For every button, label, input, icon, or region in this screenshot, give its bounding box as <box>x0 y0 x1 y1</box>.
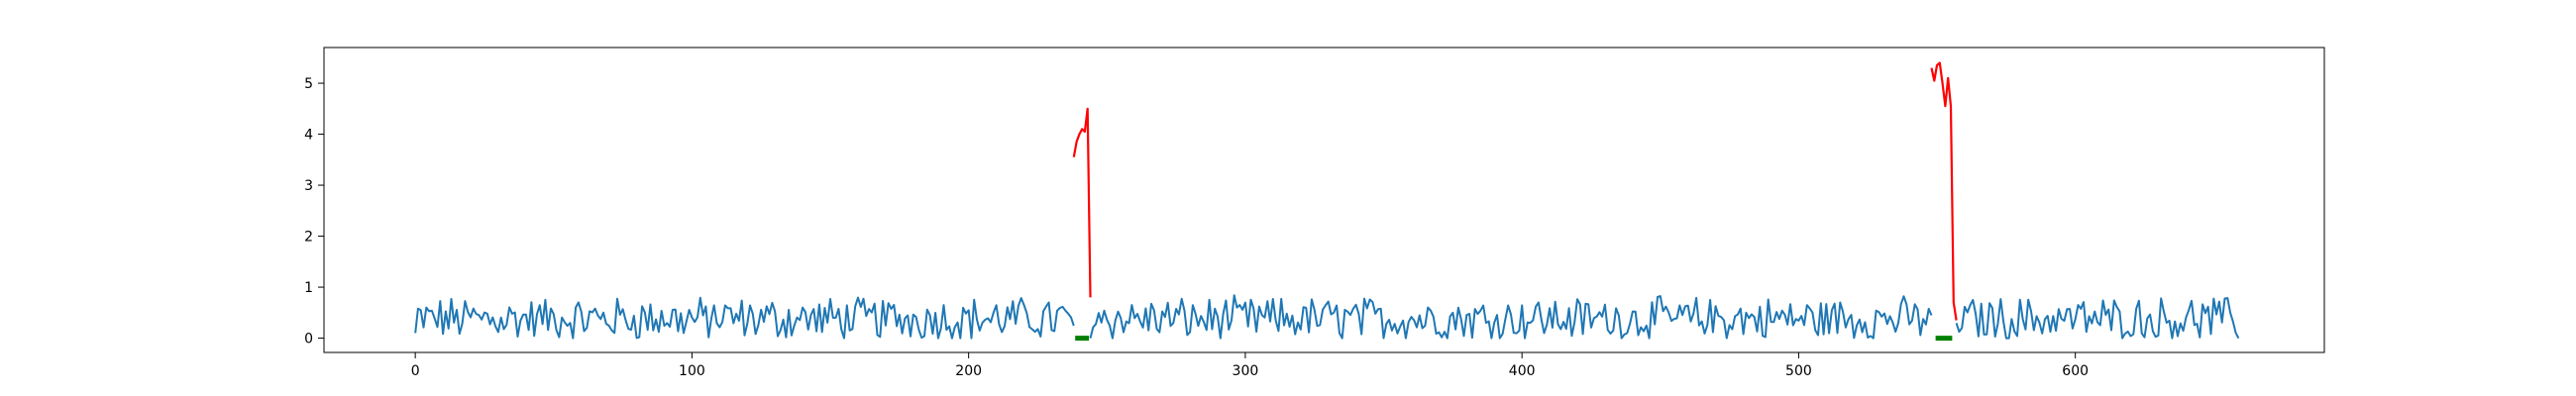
baseline-series-line <box>1089 294 1933 340</box>
y-tick-label: 3 <box>304 178 313 194</box>
y-tick-label: 1 <box>304 280 313 296</box>
x-tick-label: 600 <box>2062 363 2089 379</box>
x-tick-label: 400 <box>1509 363 1536 379</box>
anomaly-series-line <box>1930 61 1958 321</box>
axes-frame <box>323 47 2325 353</box>
axis-ticks: 0 100 200 300 400 500 600 0 1 2 3 4 5 <box>304 76 2089 379</box>
x-tick-label: 500 <box>1785 363 1812 379</box>
anomaly-series-line <box>1072 107 1092 298</box>
x-tick-label: 0 <box>411 363 420 379</box>
x-tick-label: 100 <box>679 363 705 379</box>
y-tick-label: 4 <box>304 128 313 144</box>
x-tick-label: 300 <box>1233 363 1259 379</box>
plot-area <box>414 61 2240 342</box>
y-tick-label: 0 <box>304 332 313 347</box>
y-tick-label: 2 <box>304 230 313 246</box>
baseline-series-line <box>1955 297 2240 340</box>
baseline-series-line <box>414 296 1075 340</box>
x-tick-label: 200 <box>955 363 982 379</box>
y-tick-label: 5 <box>304 76 313 92</box>
